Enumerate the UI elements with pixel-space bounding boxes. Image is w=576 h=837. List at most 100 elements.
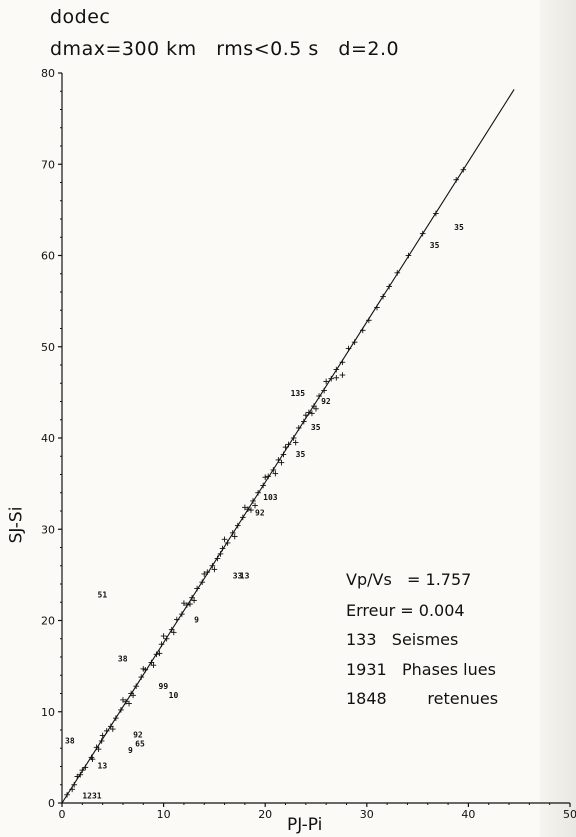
data-point bbox=[123, 698, 129, 705]
data-point bbox=[380, 293, 386, 300]
data-point bbox=[150, 662, 157, 669]
x-tick-label: 20 bbox=[258, 808, 272, 821]
data-point bbox=[199, 579, 206, 585]
x-tick-label: 50 bbox=[563, 808, 576, 821]
data-point bbox=[313, 406, 319, 412]
data-point bbox=[301, 418, 307, 425]
station-label: 10 bbox=[169, 691, 179, 700]
data-point bbox=[187, 601, 193, 607]
data-point bbox=[339, 372, 346, 378]
data-point bbox=[133, 683, 139, 689]
data-point bbox=[211, 566, 218, 573]
data-point bbox=[345, 345, 352, 352]
station-label: 92 bbox=[133, 730, 143, 739]
retenues-count: 1848 retenues bbox=[346, 689, 499, 708]
station-label: 35 bbox=[311, 423, 321, 432]
station-label: 35 bbox=[430, 241, 440, 250]
data-point bbox=[118, 707, 124, 713]
station-label: 92 bbox=[255, 509, 265, 518]
y-axis-label: SJ-Si bbox=[6, 506, 27, 544]
data-point bbox=[77, 771, 84, 778]
data-point bbox=[179, 611, 185, 617]
station-label: 13 bbox=[240, 572, 250, 581]
data-point bbox=[201, 571, 208, 577]
phases-lues-count: 1931 Phases lues bbox=[346, 660, 496, 679]
data-point bbox=[120, 697, 126, 703]
y-tick-label: 70 bbox=[41, 158, 55, 171]
station-label: 103 bbox=[263, 493, 278, 502]
data-point bbox=[242, 504, 248, 511]
data-point bbox=[174, 616, 180, 623]
data-point bbox=[295, 425, 302, 431]
data-point bbox=[98, 738, 105, 744]
data-point bbox=[250, 498, 256, 504]
station-label: 35 bbox=[296, 450, 306, 459]
data-point bbox=[184, 602, 190, 608]
data-point bbox=[138, 674, 145, 680]
data-point bbox=[278, 459, 285, 466]
data-point bbox=[89, 756, 96, 762]
data-point bbox=[405, 252, 412, 259]
data-point bbox=[321, 387, 327, 394]
data-point bbox=[214, 555, 221, 562]
data-point bbox=[110, 726, 116, 732]
data-point bbox=[333, 366, 340, 373]
data-point bbox=[323, 378, 329, 385]
data-point bbox=[309, 410, 315, 417]
station-label: 13 bbox=[98, 761, 108, 770]
data-point bbox=[103, 728, 110, 734]
data-point bbox=[328, 375, 335, 382]
data-point bbox=[275, 457, 282, 463]
data-point bbox=[209, 562, 216, 569]
data-point bbox=[316, 393, 322, 399]
data-point bbox=[245, 506, 251, 512]
page-edge-shadow bbox=[540, 0, 576, 837]
data-point bbox=[433, 210, 439, 217]
data-point bbox=[231, 533, 238, 540]
data-point bbox=[453, 176, 460, 183]
data-point bbox=[306, 409, 312, 416]
station-label: 9 bbox=[194, 615, 199, 624]
data-point bbox=[194, 585, 200, 592]
station-label: 1231 bbox=[82, 791, 101, 800]
data-point bbox=[69, 786, 75, 793]
station-label: 9 bbox=[128, 746, 133, 755]
data-point bbox=[71, 781, 77, 788]
data-point bbox=[394, 270, 401, 276]
data-point bbox=[272, 470, 279, 477]
data-point bbox=[95, 746, 102, 752]
x-tick-label: 10 bbox=[157, 808, 171, 821]
y-tick-label: 80 bbox=[41, 67, 55, 80]
station-label: 99 bbox=[159, 682, 169, 691]
x-axis-label: PJ-Pi bbox=[287, 815, 323, 835]
data-point bbox=[163, 635, 170, 642]
data-point bbox=[303, 412, 309, 418]
data-point bbox=[156, 650, 163, 657]
data-point bbox=[419, 230, 426, 237]
data-point bbox=[366, 317, 372, 324]
x-tick-label: 30 bbox=[360, 808, 374, 821]
y-tick-label: 40 bbox=[41, 432, 55, 445]
data-point bbox=[351, 339, 358, 345]
data-point bbox=[234, 522, 241, 529]
data-point bbox=[333, 374, 340, 381]
y-tick-label: 50 bbox=[41, 341, 55, 354]
data-point bbox=[280, 451, 287, 458]
y-tick-label: 60 bbox=[41, 250, 55, 263]
regression-line bbox=[61, 89, 515, 804]
data-point bbox=[285, 441, 292, 448]
y-tick-label: 0 bbox=[48, 797, 55, 810]
data-point bbox=[248, 507, 254, 513]
data-point bbox=[74, 773, 81, 780]
station-label: 35 bbox=[454, 223, 464, 232]
erreur-value: Erreur = 0.004 bbox=[346, 601, 465, 620]
station-label: 38 bbox=[118, 655, 128, 664]
data-point bbox=[386, 283, 392, 290]
data-point bbox=[170, 629, 177, 636]
station-label: 135 bbox=[291, 389, 306, 398]
data-point bbox=[140, 666, 147, 672]
station-label: 92 bbox=[321, 397, 331, 406]
data-point bbox=[224, 540, 231, 546]
data-point bbox=[99, 732, 106, 739]
